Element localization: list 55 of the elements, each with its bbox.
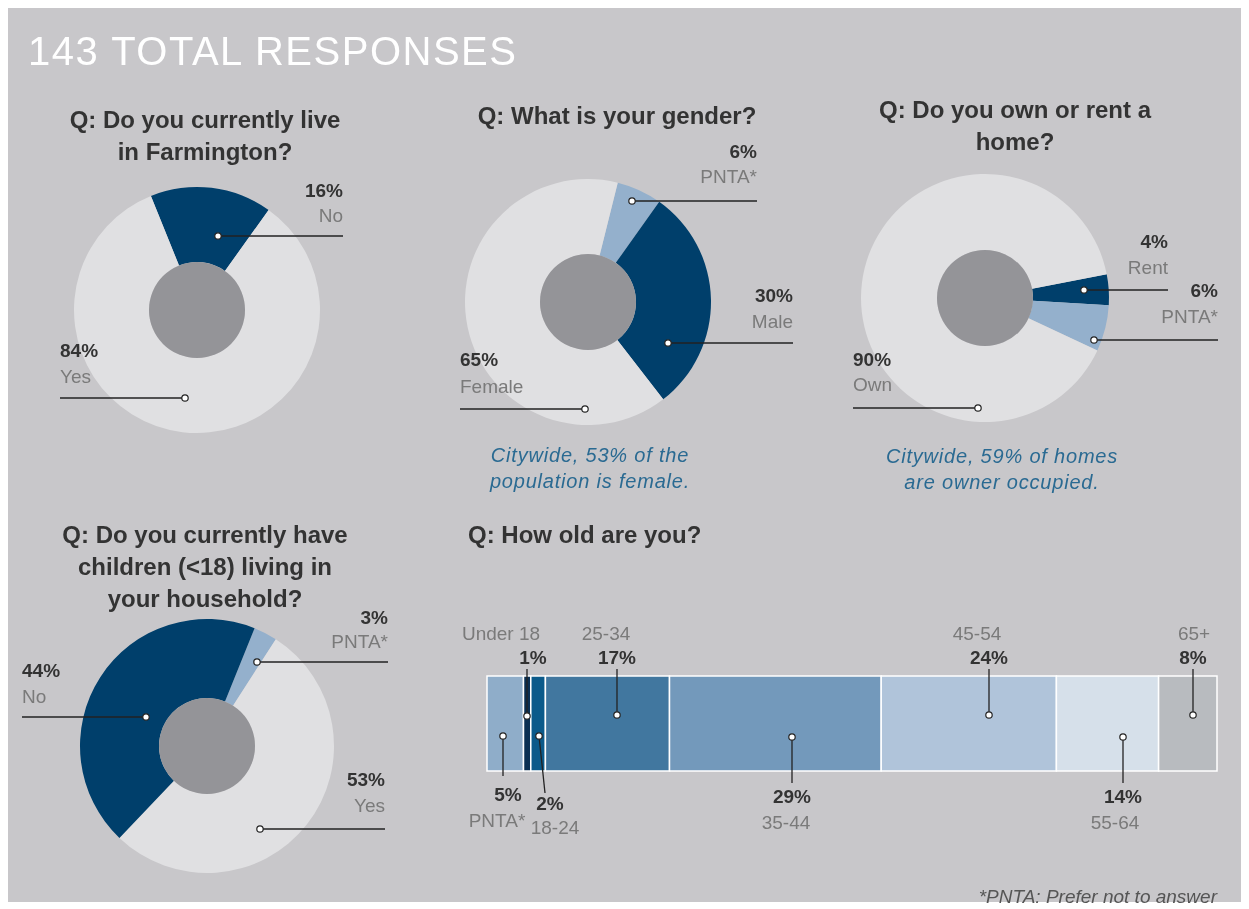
text: Citywide, 53% of the population is female. <box>488 444 691 492</box>
donut-slice <box>1032 274 1109 306</box>
data-label: 8% <box>1179 647 1207 668</box>
text: PNTA* <box>468 810 526 831</box>
slice-label: Male <box>751 311 793 332</box>
data-label: 30% <box>754 285 794 306</box>
text: 143 TOTAL RESPONSES <box>28 29 518 73</box>
slice-label: Own <box>853 374 893 395</box>
data-label: 16% <box>304 180 344 201</box>
donut-slice <box>119 639 334 873</box>
slice-label: Yes <box>354 795 385 816</box>
donut-slice <box>599 182 660 263</box>
slice-label: PNTA* <box>700 166 758 187</box>
donut-slice <box>150 187 269 271</box>
chart-title: Q: Do you own or rent a home? <box>878 96 1152 155</box>
data-label: 1% <box>519 647 547 668</box>
chart-title: Q: Do you currently have children (<18) living in your household? <box>62 521 348 612</box>
data-label: 4% <box>1140 231 1169 252</box>
data-label: 53% <box>346 769 386 790</box>
chart-title: Q: What is your gender? <box>477 102 757 129</box>
data-label: 29% <box>772 786 812 807</box>
slice-label: No <box>22 686 47 707</box>
slice-label: PNTA* <box>331 631 389 652</box>
series-label: Under 18 <box>461 623 541 644</box>
data-label: 44% <box>22 660 61 681</box>
data-label: 17% <box>597 647 637 668</box>
series-label: 45-54 <box>952 623 1002 644</box>
donut-slice <box>80 619 255 838</box>
slice-label: No <box>318 205 343 226</box>
series-label: 25-34 <box>581 623 631 644</box>
data-label: 6% <box>729 141 758 162</box>
data-label: 6% <box>1190 280 1219 301</box>
chart-title: Q: How old are you? <box>468 521 702 548</box>
data-label: 5% <box>494 784 522 805</box>
text: 18-24 <box>530 817 580 838</box>
text: 55-64 <box>1090 812 1140 833</box>
data-label: 3% <box>360 607 389 628</box>
text: Citywide, 59% of homes are owner occupied. <box>885 445 1119 493</box>
data-label: 84% <box>60 340 99 361</box>
data-label: 65% <box>460 349 499 370</box>
text: 35-44 <box>761 812 811 833</box>
data-label: 14% <box>1103 786 1143 807</box>
slice-label: Rent <box>1127 257 1169 278</box>
data-label: 24% <box>969 647 1009 668</box>
slice-label: PNTA* <box>1161 306 1219 327</box>
text: *PNTA: Prefer not to answer <box>978 886 1218 907</box>
donut-slice <box>224 628 276 706</box>
data-label: 2% <box>536 793 564 814</box>
slice-label: Yes <box>60 366 91 387</box>
chart-title: Q: Do you currently live in Farmington? <box>69 106 341 165</box>
slice-label: Female <box>460 376 524 397</box>
donut-slice <box>615 201 711 400</box>
donut-slice <box>1028 300 1109 351</box>
data-label: 90% <box>853 349 892 370</box>
series-label: 65+ <box>1177 623 1211 644</box>
